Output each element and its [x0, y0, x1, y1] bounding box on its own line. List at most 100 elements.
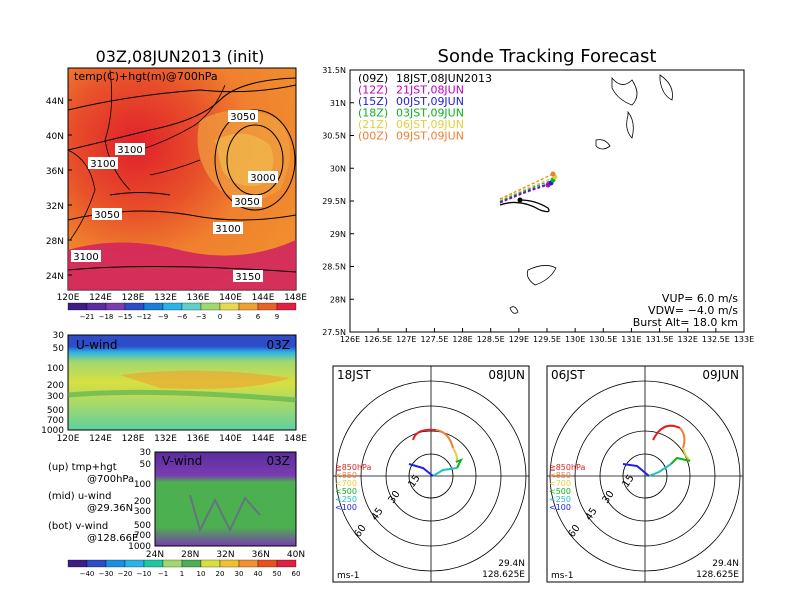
contour-label: 3050 [230, 112, 255, 123]
colorbar-label: 9 [275, 313, 279, 321]
colorbar-label: −10 [137, 570, 152, 578]
hodograph-trace [652, 424, 681, 441]
level-label: <100 [335, 503, 357, 512]
legend-code: (21Z) [358, 118, 388, 131]
legend-time: 00JST,09JUN [396, 95, 464, 108]
colorbar-swatch [200, 559, 221, 568]
lat-tick-label: 32N [46, 202, 64, 212]
uwind-lon-labels: 120E 124E 128E 132E 136E 140E 144E 148E [57, 434, 308, 444]
colorbar-label: −9 [158, 313, 168, 321]
tracking-legend: (09Z) 18JST,08JUN2013 (12Z) 21JST,08JUN (15Z… [358, 72, 492, 143]
colorbar-swatch [238, 559, 259, 568]
colorbar-label: 30 [235, 570, 244, 578]
hodo-lon: 128.625E [696, 570, 739, 580]
level-label: <500 [549, 487, 571, 496]
lat-tick-label: 28N [330, 295, 346, 304]
level-label: <100 [549, 503, 571, 512]
legend-time: 21JST,08JUN [396, 84, 464, 97]
colorbar-label: −20 [118, 570, 133, 578]
hodograph-trace [679, 427, 686, 449]
lon-tick-label: 127E [396, 335, 416, 344]
tracking-params: VUP= 6.0 m/s VDW= −4.0 m/s Burst Alt= 18… [633, 292, 739, 329]
lat-tick-label: 29N [330, 230, 346, 239]
vwind-lat-labels: 24N 28N 32N 36N 40N [146, 550, 305, 560]
level-label: ≧850hPa [549, 463, 586, 472]
colorbar-swatch [162, 302, 183, 311]
contour-label: 3100 [90, 159, 115, 170]
vwind-time: 03Z [267, 454, 291, 468]
pressure-tick-label: 1000 [41, 426, 64, 436]
lon-tick-label: 140E [219, 434, 242, 444]
colorbar-swatch [143, 559, 164, 568]
colorbar-swatch [67, 559, 88, 568]
legend-up-1: (up) tmp+hgt [48, 462, 117, 473]
tracking-coastlines [509, 74, 673, 314]
lon-tick-label: 136E [187, 434, 210, 444]
colorbar-swatch [105, 559, 126, 568]
vwind-section [154, 451, 297, 547]
hodo-lat: 29.4N [498, 559, 525, 569]
lon-tick-label: 128.5E [477, 335, 505, 344]
colorbar-label: −40 [80, 570, 95, 578]
colorbar-swatch [276, 559, 297, 568]
param-vdw: VDW= −4.0 m/s [648, 304, 738, 317]
colorbar-swatch [238, 302, 259, 311]
map-field-label: temp(C)+hgt(m)@700hPa [74, 70, 218, 83]
hodo-date: 08JUN [488, 368, 525, 382]
legend-up-2: @700hPa [87, 474, 134, 485]
lat-tick-label: 29.5N [322, 197, 346, 206]
legend-code: (15Z) [358, 95, 388, 108]
lat-tick-label: 28N [46, 237, 64, 247]
hodograph-trace [412, 428, 437, 441]
hodograph-trace [432, 467, 458, 477]
lat-tick-label: 28.5N [322, 263, 346, 272]
tracking-lat-labels: 31.5N 31N 30.5N 30N 29.5N 29N 28.5N 28N 27.5N [322, 66, 354, 337]
pressure-tick-label: 500 [47, 406, 64, 416]
lon-tick-label: 132E [154, 293, 177, 303]
wind-colorbar: −40 −30 −20 −10 −1 1 10 20 30 40 50 60 [67, 559, 301, 578]
hodo-lat: 29.4N [712, 559, 739, 569]
lat-tick-label: 30.5N [322, 132, 346, 141]
colorbar-label: −3 [196, 313, 206, 321]
pressure-tick-label: 700 [47, 416, 64, 426]
hodo-date: 09JUN [702, 368, 739, 382]
colorbar-swatch [86, 302, 107, 311]
lat-tick-label: 30N [330, 164, 346, 173]
lon-tick-label: 136E [187, 293, 210, 303]
map-title: 03Z,08JUN2013 (init) [96, 47, 265, 66]
hodograph-trace [408, 463, 434, 477]
lon-tick-label: 128E [452, 335, 472, 344]
lon-tick-label: 128E [122, 434, 145, 444]
contour-label: 3150 [235, 272, 260, 283]
colorbar-swatch [257, 559, 278, 568]
pressure-tick-label: 300 [134, 507, 151, 517]
lon-tick-label: 124E [89, 434, 112, 444]
pressure-tick-label: 100 [134, 480, 151, 490]
uwind-section [67, 334, 297, 431]
level-label: <250 [549, 495, 571, 504]
colorbar-label: 0 [218, 313, 222, 321]
uwind-time: 03Z [267, 338, 291, 352]
lat-tick-label: 31N [330, 99, 346, 108]
pressure-tick-label: 1000 [128, 542, 151, 552]
lon-tick-label: 131.5E [646, 335, 674, 344]
lon-tick-label: 132E [678, 335, 698, 344]
contour-label: 3050 [234, 197, 259, 208]
pressure-tick-label: 100 [47, 364, 64, 374]
contour-label: 3000 [250, 173, 275, 184]
level-label: <700 [335, 479, 357, 488]
colorbar-swatch [257, 302, 278, 311]
contour-label: 3100 [73, 252, 98, 263]
pressure-tick-label: 500 [134, 521, 151, 531]
map-lat-labels: 44N 40N 36N 32N 28N 24N [46, 97, 72, 282]
tracking-plot-area [349, 69, 745, 333]
lon-tick-label: 140E [219, 293, 242, 303]
pressure-tick-label: 700 [134, 531, 151, 541]
hodograph-trace [455, 458, 464, 469]
legend-mid-2: @29.36N [87, 503, 133, 514]
colorbar-label: 60 [292, 570, 301, 578]
lat-tick-label: 27.5N [322, 328, 346, 337]
lon-tick-label: 130.5E [589, 335, 617, 344]
